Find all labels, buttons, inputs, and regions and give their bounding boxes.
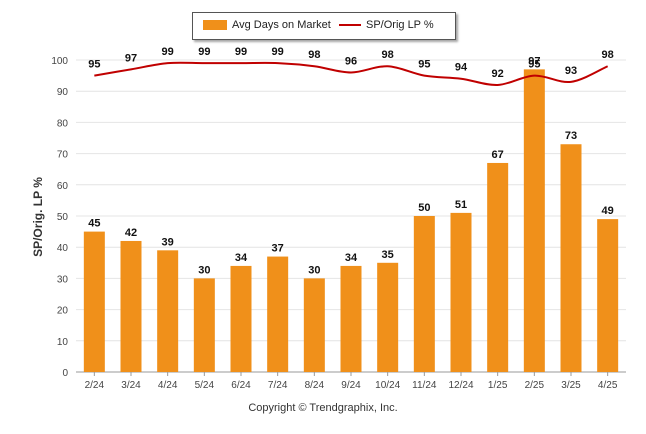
bar [560, 144, 582, 372]
bar-data-labels: 45 42 39 30 34 37 30 34 35 50 51 67 97 73 49 [88, 55, 614, 276]
x-tick-label: 3/24 [121, 380, 141, 391]
legend-line-swatch [339, 24, 361, 26]
y-tick-label: 90 [57, 87, 69, 98]
x-tick-label: 4/25 [598, 380, 618, 391]
x-tick-label: 7/24 [268, 380, 288, 391]
x-tick-label: 9/24 [341, 380, 361, 391]
x-tick-label: 6/24 [231, 380, 251, 391]
line-value-label: 96 [345, 55, 357, 67]
x-tick-label: 2/25 [525, 380, 545, 391]
x-tick-label: 2/24 [85, 380, 105, 391]
bar-value-label: 50 [418, 202, 430, 214]
bar [450, 212, 472, 372]
y-tick-label: 30 [57, 274, 69, 285]
y-tick-label: 60 [57, 181, 69, 192]
x-tick-label: 3/25 [561, 380, 581, 391]
bar [523, 69, 545, 373]
legend-label-days-on-market: Avg Days on Market [232, 19, 331, 31]
chart-legend: Avg Days on Market SP/Orig LP % [192, 12, 456, 40]
bar-value-label: 42 [125, 227, 137, 239]
bar-value-label: 30 [198, 264, 210, 276]
line-series [94, 61, 609, 86]
line-value-label: 95 [528, 59, 540, 71]
line-value-label: 98 [602, 49, 614, 61]
bar [157, 250, 179, 372]
bar-value-label: 35 [382, 249, 394, 261]
bar [487, 162, 509, 372]
line-value-label: 99 [235, 46, 247, 58]
x-tick-label: 10/24 [375, 380, 400, 391]
y-tick-label: 50 [57, 212, 69, 223]
y-tick-label: 0 [62, 368, 68, 379]
bar-series [83, 69, 619, 373]
line-value-label: 98 [308, 49, 320, 61]
x-tick-label: 8/24 [305, 380, 325, 391]
bar [597, 219, 619, 372]
copyright-text: Copyright © Trendgraphix, Inc. [248, 402, 398, 414]
x-axis: 2/24 3/24 4/24 5/24 6/24 7/24 8/24 9/24 10/24 11/… [85, 372, 618, 391]
bar [303, 278, 325, 372]
y-tick-label: 100 [51, 56, 68, 67]
bar-value-label: 34 [345, 252, 358, 264]
bar-value-label: 34 [235, 252, 248, 264]
bar [120, 240, 142, 372]
bar-value-label: 97 [528, 55, 540, 67]
bar-value-label: 37 [272, 243, 284, 255]
line-value-label: 93 [565, 65, 577, 77]
bar [230, 265, 252, 372]
y-axis-title: SP/Orig. LP % [31, 177, 45, 257]
y-tick-label: 40 [57, 243, 69, 254]
bar-value-label: 45 [88, 218, 100, 230]
bar-value-label: 39 [162, 236, 174, 248]
bar-value-label: 51 [455, 199, 467, 211]
line-value-label: 97 [125, 52, 137, 64]
line-path [94, 61, 609, 86]
bar [413, 216, 435, 372]
bar [193, 278, 215, 372]
line-value-label: 98 [382, 49, 394, 61]
legend-item-days-on-market: Avg Days on Market [203, 19, 331, 31]
legend-item-sp-orig-lp: SP/Orig LP % [339, 19, 434, 31]
y-tick-label: 10 [57, 337, 69, 348]
x-tick-label: 1/25 [488, 380, 508, 391]
y-tick-label: 80 [57, 118, 69, 129]
line-value-label: 99 [198, 46, 210, 58]
y-tick-label: 20 [57, 306, 69, 317]
y-axis: 0 10 20 30 40 50 60 70 80 90 100 [51, 56, 68, 379]
line-value-label: 94 [455, 62, 468, 74]
legend-bar-swatch [203, 20, 227, 30]
line-value-label: 92 [492, 68, 504, 80]
bar-value-label: 67 [492, 149, 504, 161]
bar [83, 231, 105, 372]
bar-value-label: 49 [602, 205, 614, 217]
y-tick-label: 70 [57, 150, 69, 161]
x-tick-label: 12/24 [448, 380, 473, 391]
x-tick-label: 5/24 [195, 380, 215, 391]
line-value-label: 95 [418, 59, 430, 71]
bar [340, 265, 362, 372]
legend-label-sp-orig-lp: SP/Orig LP % [366, 19, 434, 31]
x-tick-label: 4/24 [158, 380, 178, 391]
line-value-label: 99 [272, 46, 284, 58]
x-tick-label: 11/24 [412, 380, 437, 391]
bar [267, 256, 289, 372]
bar-value-label: 73 [565, 130, 577, 142]
line-value-label: 95 [88, 59, 100, 71]
bar [377, 262, 399, 372]
bar-value-label: 30 [308, 264, 320, 276]
line-value-label: 99 [162, 46, 174, 58]
